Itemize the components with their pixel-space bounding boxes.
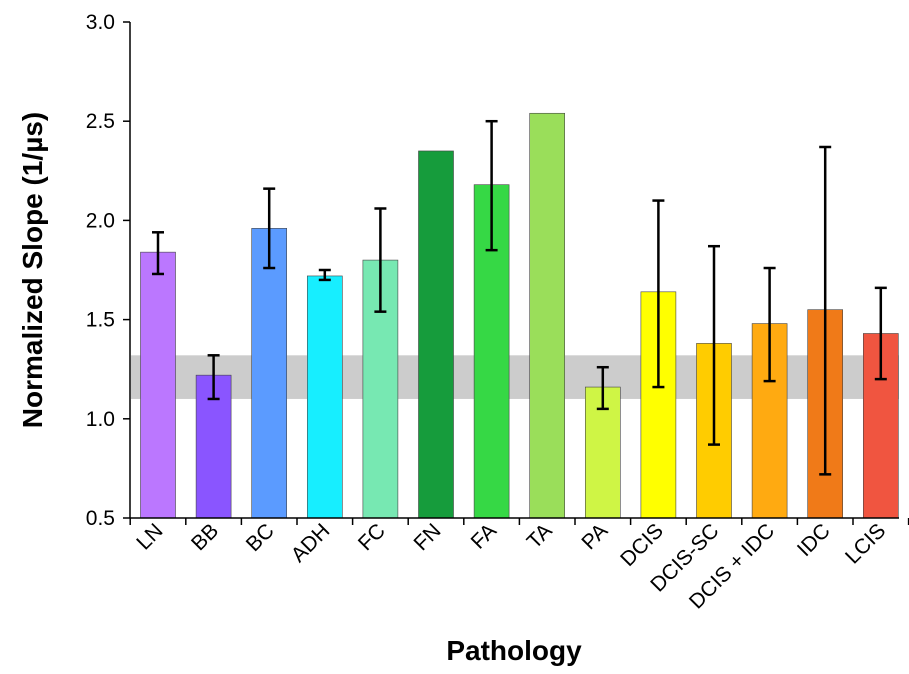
- axes-layer: [129, 22, 899, 519]
- x-tick-label: ADH: [287, 519, 335, 567]
- bars-layer: [140, 112, 899, 519]
- error-bar: [819, 145, 832, 476]
- error-bar: [263, 187, 276, 270]
- y-tick-label: 3.0: [86, 11, 115, 34]
- error-bar: [596, 365, 609, 411]
- error-bar: [874, 286, 887, 381]
- bar-adh: [306, 275, 343, 519]
- error-bar: [763, 266, 776, 383]
- bar-bc: [251, 228, 287, 519]
- y-tick-label: 1.0: [86, 408, 115, 431]
- error-bar: [207, 354, 220, 401]
- y-tick-label: 1.5: [86, 309, 115, 332]
- error-bar: [152, 231, 164, 276]
- x-tick-label: IDC: [793, 519, 835, 561]
- x-tick-label: BB: [187, 519, 223, 555]
- x-tick-label: DCIS: [616, 519, 668, 571]
- error-bar: [485, 119, 498, 252]
- x-tick-label: PA: [577, 519, 612, 554]
- bar-ln: [140, 251, 176, 519]
- x-tick-label: TA: [523, 519, 557, 553]
- x-tick-label: FA: [467, 519, 501, 553]
- x-tick-label: FC: [354, 519, 390, 555]
- bar-fn: [418, 150, 454, 519]
- y-tick-label: 0.5: [86, 507, 115, 530]
- x-tick-label: LN: [132, 519, 167, 554]
- error-bar: [318, 268, 331, 282]
- y-tick-label: 2.5: [86, 110, 115, 133]
- y-axis-title: Normalized Slope (1/µs): [17, 112, 48, 428]
- error-bar: [374, 207, 387, 313]
- y-tick-label: 2.0: [86, 209, 115, 232]
- x-tick-label: BC: [242, 519, 279, 556]
- x-tick-label: LCIS: [841, 519, 890, 568]
- bar-ta: [529, 112, 566, 519]
- x-tick-label: FN: [409, 519, 445, 555]
- error-bar: [708, 244, 720, 446]
- x-axis-title: Pathology: [446, 635, 582, 666]
- y-ticks-layer: 0.5 1.0 1.5 2.0 2.5 3.0: [86, 11, 130, 530]
- error-bar: [652, 199, 665, 389]
- error-bars-layer: [152, 119, 887, 476]
